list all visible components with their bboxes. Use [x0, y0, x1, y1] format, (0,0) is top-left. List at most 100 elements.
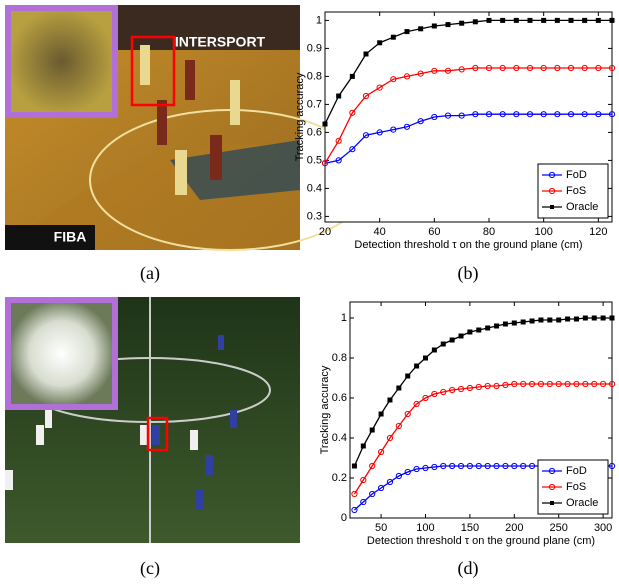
caption: (b) [458, 263, 479, 284]
y-axis-label: Tracking accuracy [294, 72, 306, 161]
marker [369, 490, 376, 498]
legend-label: FoD [566, 465, 587, 477]
marker [502, 462, 509, 470]
marker [440, 462, 447, 470]
marker [485, 64, 493, 72]
marker [390, 76, 397, 83]
marker [500, 17, 506, 23]
marker [564, 380, 571, 388]
marker [387, 397, 393, 403]
marker [403, 123, 411, 130]
marker [349, 73, 355, 79]
marker [351, 490, 358, 498]
marker [527, 17, 533, 23]
marker [582, 315, 588, 321]
marker [513, 111, 520, 118]
marker [494, 323, 500, 329]
x-tick-label: 20 [319, 226, 331, 238]
marker [449, 462, 456, 470]
marker [390, 34, 396, 40]
photo-c [5, 297, 300, 543]
legend-marker [550, 205, 554, 209]
marker [573, 380, 580, 388]
logo-text: FIBA [54, 229, 87, 245]
banner-text: INTERSPORT [175, 34, 266, 50]
marker [540, 111, 547, 118]
marker [547, 317, 553, 323]
marker [567, 64, 575, 72]
x-axis-label: Detection threshold τ on the ground plan… [367, 535, 595, 547]
marker [335, 137, 342, 144]
x-tick-label: 50 [375, 522, 387, 534]
marker [546, 380, 553, 388]
marker [449, 337, 455, 343]
marker [528, 380, 536, 388]
legend-label: FoD [566, 169, 587, 181]
marker [538, 317, 544, 323]
marker [541, 17, 547, 23]
y-tick-label: 0.4 [332, 432, 347, 444]
x-tick-label: 200 [505, 522, 523, 534]
marker [404, 410, 411, 418]
marker [466, 462, 473, 470]
marker [582, 380, 589, 388]
marker [493, 382, 500, 390]
marker [417, 70, 424, 77]
marker [502, 321, 508, 327]
x-tick-label: 60 [428, 226, 440, 238]
marker [362, 132, 370, 139]
marker [486, 17, 492, 23]
legend-marker [548, 483, 556, 491]
x-axis-label: Detection threshold τ on the ground plan… [354, 239, 582, 251]
marker [431, 347, 437, 353]
legend-label: FoS [566, 481, 586, 493]
marker [537, 380, 545, 388]
legend-marker [550, 501, 554, 505]
marker [377, 484, 385, 492]
x-tick-label: 250 [550, 522, 568, 534]
y-tick-label: 0.4 [307, 182, 322, 194]
marker [582, 17, 588, 23]
marker [349, 109, 356, 116]
marker [369, 427, 375, 433]
x-tick-label: 100 [534, 226, 552, 238]
marker [440, 388, 447, 396]
marker [591, 315, 597, 321]
marker [467, 329, 473, 335]
caption: (c) [140, 558, 160, 579]
marker [476, 327, 482, 333]
marker [513, 64, 520, 72]
x-tick-label: 80 [483, 226, 495, 238]
y-tick-label: 0.6 [307, 126, 322, 138]
marker [422, 464, 429, 472]
marker [335, 157, 342, 164]
marker [581, 64, 588, 72]
marker [422, 355, 428, 361]
x-tick-label: 100 [416, 522, 434, 534]
marker [556, 317, 562, 323]
marker [565, 316, 571, 322]
marker [378, 411, 384, 417]
marker [528, 462, 536, 470]
marker [376, 84, 383, 91]
y-tick-label: 1 [316, 14, 322, 26]
marker [520, 319, 526, 325]
marker [555, 380, 562, 388]
marker [444, 67, 452, 74]
series-line [324, 113, 612, 164]
y-tick-label: 0.6 [332, 392, 347, 404]
marker [390, 126, 397, 133]
marker [444, 112, 452, 119]
marker [395, 422, 402, 430]
marker [417, 118, 424, 125]
caption: (d) [458, 558, 479, 579]
marker [422, 394, 429, 402]
marker [431, 390, 438, 398]
y-tick-label: 0.8 [307, 70, 322, 82]
marker [349, 146, 356, 153]
marker [511, 380, 518, 388]
photo-a: INTERSPORT FIBA [5, 5, 371, 251]
marker [609, 17, 615, 23]
